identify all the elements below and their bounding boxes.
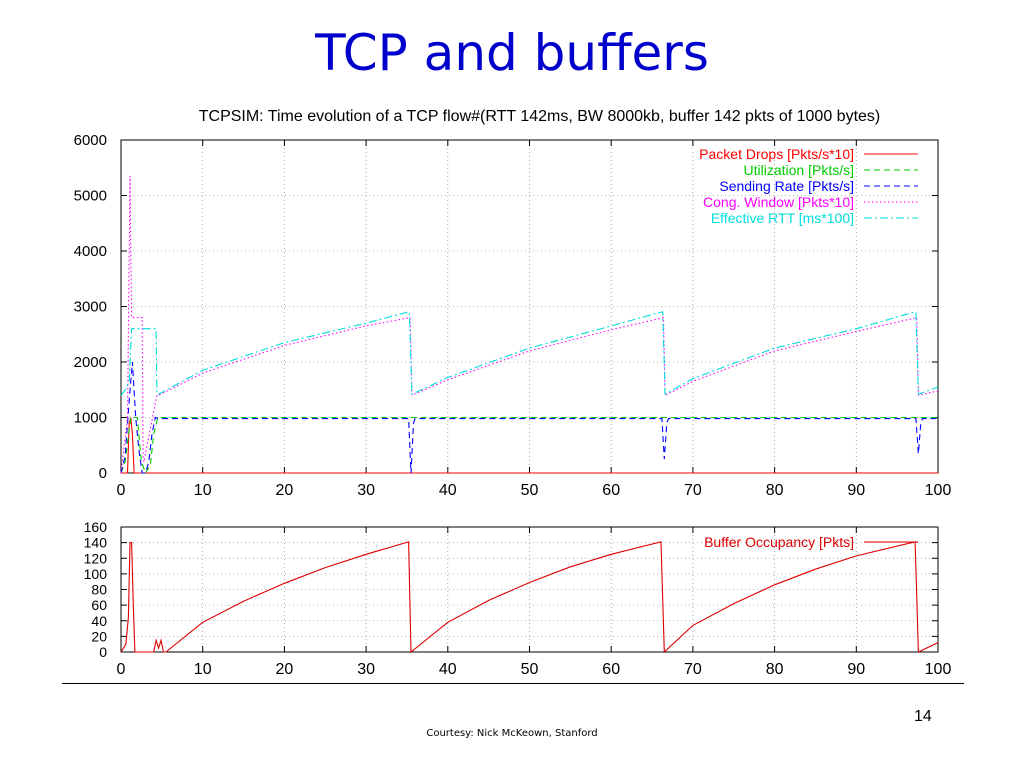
divider-line bbox=[62, 683, 964, 684]
series-line bbox=[120, 416, 938, 475]
x-tick-label: 30 bbox=[357, 482, 375, 499]
y-tick-label: 0 bbox=[99, 465, 107, 482]
x-tick-label: 50 bbox=[521, 661, 539, 678]
x-tick-label: 80 bbox=[766, 661, 784, 678]
y-tick-label: 1000 bbox=[74, 410, 107, 427]
x-tick-label: 0 bbox=[117, 482, 126, 499]
y-tick-label: 6000 bbox=[74, 132, 107, 149]
x-tick-label: 90 bbox=[847, 661, 865, 678]
x-tick-label: 70 bbox=[684, 661, 702, 678]
legend-label: Cong. Window [Pkts*10] bbox=[703, 194, 854, 210]
y-tick-label: 0 bbox=[99, 644, 107, 660]
series-line bbox=[120, 311, 939, 396]
y-tick-label: 120 bbox=[84, 550, 108, 566]
x-tick-label: 30 bbox=[357, 661, 375, 678]
x-tick-label: 20 bbox=[276, 661, 294, 678]
y-tick-label: 40 bbox=[91, 613, 107, 629]
legend-label: Utilization [Pkts/s] bbox=[744, 162, 854, 178]
y-tick-label: 2000 bbox=[74, 354, 107, 371]
series-line bbox=[121, 417, 938, 474]
x-tick-label: 10 bbox=[194, 661, 212, 678]
chart-1: TCPSIM: Time evolution of a TCP flow#(RT… bbox=[74, 108, 952, 499]
x-tick-label: 50 bbox=[521, 482, 539, 499]
chart-2: 0 10 20 30 40 50 60 70 80 90 100020406080100120140… bbox=[84, 519, 952, 678]
x-tick-label: 0 bbox=[117, 661, 126, 678]
y-tick-label: 160 bbox=[84, 519, 108, 535]
x-tick-label: 60 bbox=[602, 661, 620, 678]
x-tick-label: 20 bbox=[276, 482, 294, 499]
legend-label: Effective RTT [ms*100] bbox=[711, 210, 854, 226]
page-number: 14 bbox=[914, 708, 932, 725]
x-tick-label: 100 bbox=[925, 482, 952, 499]
y-tick-label: 100 bbox=[84, 566, 108, 582]
y-tick-label: 80 bbox=[91, 582, 107, 598]
x-tick-label: 10 bbox=[194, 482, 212, 499]
y-tick-label: 3000 bbox=[74, 299, 107, 316]
series-line bbox=[120, 176, 939, 474]
series-line bbox=[120, 361, 938, 474]
x-tick-label: 90 bbox=[847, 482, 865, 499]
x-tick-label: 100 bbox=[925, 661, 952, 678]
series-line bbox=[120, 541, 939, 654]
y-tick-label: 60 bbox=[91, 597, 107, 613]
charts-canvas: TCPSIM: Time evolution of a TCP flow#(RT… bbox=[74, 108, 952, 678]
legend-label: Packet Drops [Pkts/s*10] bbox=[699, 146, 854, 162]
x-tick-label: 40 bbox=[439, 661, 457, 678]
chart-title: TCPSIM: Time evolution of a TCP flow#(RT… bbox=[199, 108, 881, 125]
y-tick-label: 140 bbox=[84, 535, 108, 551]
legend-label: Buffer Occupancy [Pkts] bbox=[704, 534, 854, 550]
y-tick-label: 5000 bbox=[74, 188, 107, 205]
slide-title: TCP and buffers bbox=[315, 24, 709, 82]
x-tick-label: 70 bbox=[684, 482, 702, 499]
legend-label: Sending Rate [Pkts/s] bbox=[719, 178, 854, 194]
courtesy-note: Courtesy: Nick McKeown, Stanford bbox=[426, 728, 598, 739]
x-tick-label: 80 bbox=[766, 482, 784, 499]
x-tick-label: 60 bbox=[602, 482, 620, 499]
y-tick-label: 20 bbox=[91, 628, 107, 644]
y-tick-label: 4000 bbox=[74, 243, 107, 260]
x-tick-label: 40 bbox=[439, 482, 457, 499]
